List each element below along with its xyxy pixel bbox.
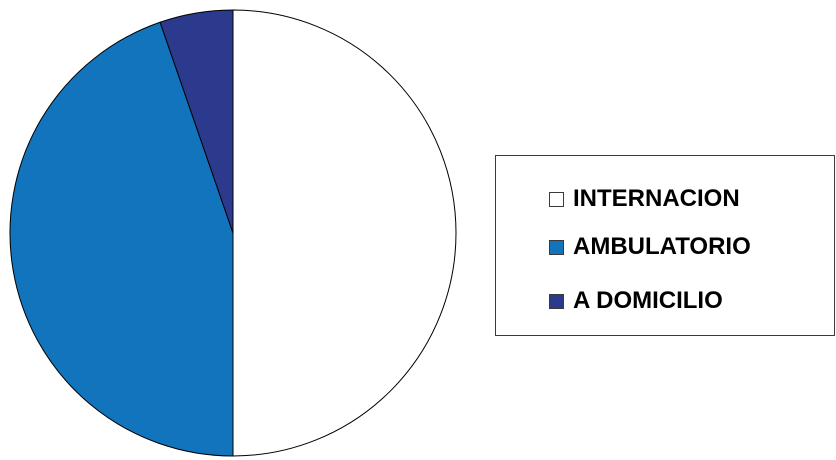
legend-swatch-a-domicilio (549, 293, 564, 309)
legend: INTERNACION AMBULATORIO A DOMICILIO (495, 155, 835, 336)
legend-swatch-internacion (549, 191, 564, 207)
legend-item-a-domicilio: A DOMICILIO (549, 286, 723, 316)
legend-item-internacion: INTERNACION (549, 184, 740, 214)
legend-label-internacion: INTERNACION (573, 185, 740, 212)
pie-slice-internacion (232, 9, 457, 457)
pie-slice-ambulatorio (9, 21, 234, 457)
legend-swatch-ambulatorio (549, 239, 564, 255)
legend-label-ambulatorio: AMBULATORIO (573, 233, 751, 260)
legend-label-a-domicilio: A DOMICILIO (573, 287, 723, 314)
legend-item-ambulatorio: AMBULATORIO (549, 232, 751, 262)
pie-slice-a-domicilio (159, 9, 234, 234)
